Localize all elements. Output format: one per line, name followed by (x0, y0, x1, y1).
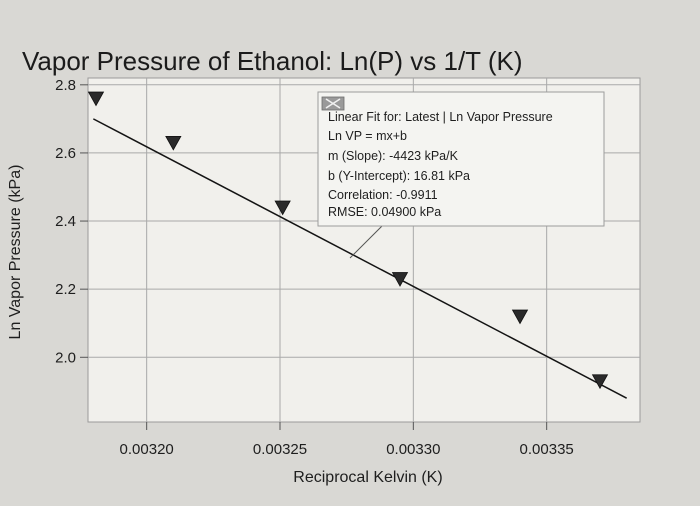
x-axis-label: Reciprocal Kelvin (K) (293, 469, 442, 486)
fit-box-pointer (349, 225, 383, 259)
data-point (87, 91, 105, 107)
y-axis-label: Ln Vapor Pressure (kPa) (7, 165, 24, 340)
y-tick-label: 2.2 (55, 281, 76, 298)
tick-labels: 0.00320 0.00325 0.00330 0.00335 2.0 2.2 2.4 2.6… (55, 77, 574, 458)
x-tick-label: 0.00325 (253, 441, 307, 458)
fit-box-correlation: Correlation: -0.9911 (328, 188, 438, 202)
fit-box-equation: Ln VP = mx+b (328, 129, 407, 143)
data-point (591, 374, 609, 390)
data-point (391, 272, 409, 287)
chart-title: Vapor Pressure of Ethanol: Ln(P) vs 1/T … (22, 46, 522, 76)
data-point (165, 135, 182, 151)
fit-box-rmse: RMSE: 0.04900 kPa (328, 205, 441, 219)
x-tick-label: 0.00330 (386, 441, 440, 458)
linear-fit-line (92, 118, 628, 399)
y-tick-label: 2.6 (55, 145, 76, 162)
data-point (511, 309, 529, 325)
data-point (274, 200, 291, 216)
fit-box-heading: Linear Fit for: Latest | Ln Vapor Pressu… (328, 110, 553, 124)
x-tick-label: 0.00335 (520, 441, 574, 458)
y-tick-label: 2.0 (55, 349, 76, 366)
y-tick-label: 2.8 (55, 77, 76, 94)
close-box-icon[interactable] (321, 96, 345, 111)
data-markers (87, 91, 609, 390)
linear-fit-box: Linear Fit for: Latest | Ln Vapor Pressu… (317, 91, 605, 227)
fit-box-intercept: b (Y-Intercept): 16.81 kPa (328, 169, 470, 183)
fit-box-slope: m (Slope): -4423 kPa/K (328, 149, 459, 163)
fit-box-frame (317, 91, 605, 227)
y-tick-label: 2.4 (55, 213, 76, 230)
x-tick-label: 0.00320 (120, 441, 174, 458)
